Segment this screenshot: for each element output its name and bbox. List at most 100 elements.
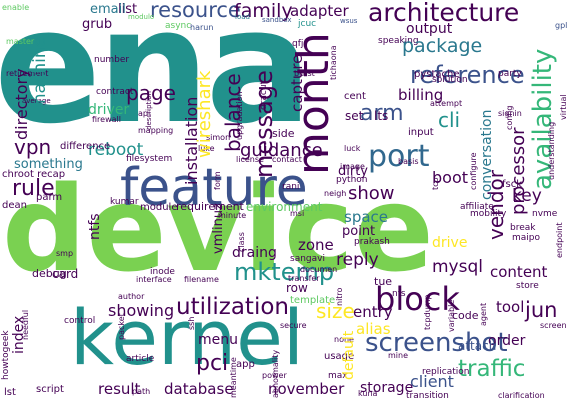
word-article: article (126, 354, 155, 364)
word-contact: contact (272, 155, 302, 164)
word-burst: burst (294, 69, 315, 78)
word-author: author (118, 292, 145, 301)
word-input: input (408, 127, 434, 138)
word-difference: difference (60, 141, 111, 152)
word-none: none (334, 335, 354, 344)
word-billing: billing (398, 86, 444, 104)
word-luck: luck (344, 144, 361, 153)
word-email: email (90, 2, 126, 17)
word-card: card (52, 267, 79, 281)
word-pci: pci (196, 351, 229, 376)
word-documen: documen (300, 265, 338, 274)
word-signin: signin (498, 109, 522, 118)
word-packet: packet (117, 313, 126, 340)
word-load: load (235, 13, 250, 21)
word-meantime: meantime (229, 357, 238, 398)
word-license: license (236, 155, 264, 164)
word-capture: capture (288, 54, 306, 112)
word-driver: driver (88, 102, 130, 118)
word-mine: mine (388, 351, 409, 360)
word-space: space (344, 208, 389, 226)
word-retirement: retirement (6, 69, 49, 78)
word-needful: needful (21, 309, 30, 340)
word-result: result (98, 380, 141, 398)
word-screenshot: screenshot (365, 328, 508, 358)
word-mapping: mapping (138, 126, 174, 135)
word-maipo: maipo (512, 233, 541, 243)
word-ena: ena (0, 0, 312, 159)
word-party: party (498, 69, 522, 79)
word-qfj: qfj (292, 39, 304, 49)
word-architecture: architecture (368, 0, 520, 27)
word-jcuc: jcuc (298, 19, 317, 29)
word-module: module (140, 202, 178, 213)
word-screen: screen (540, 321, 567, 330)
word-contract: contract (96, 87, 134, 97)
word-storage: storage (360, 380, 414, 396)
word-max: max (328, 371, 348, 381)
word-tue: tue (374, 275, 393, 288)
word-fsck: fsck (502, 179, 523, 190)
word-adapter: adapter (290, 2, 349, 20)
word-ssh: ssh (187, 316, 196, 330)
word-default: default (341, 330, 357, 380)
word-secure: secure (280, 321, 307, 330)
word-kuna: kuna (358, 389, 378, 398)
word-vpn: vpn (14, 135, 52, 159)
word-boot: boot (432, 168, 469, 187)
word-firewall: firewall (92, 115, 121, 124)
word-code: code (452, 309, 479, 322)
word-replication: replication (422, 367, 470, 377)
word-understanding: understanding (547, 121, 556, 180)
word-image: image (340, 162, 365, 171)
word-alias: alias (356, 320, 391, 338)
word-kumar: kumar (110, 197, 139, 207)
word-side: side (272, 127, 295, 140)
word-set: set (345, 109, 364, 123)
word-conversation: conversation (479, 109, 495, 200)
word-transition: transition (406, 391, 449, 401)
word-client: client (410, 372, 454, 391)
word-zone: zone (298, 236, 334, 254)
word-inode: inode (150, 267, 175, 277)
word-form: form (213, 171, 222, 190)
word-rule: rule (12, 176, 55, 201)
word-attach: attach (458, 339, 497, 353)
word-tcpdump: tcpdump (423, 294, 432, 330)
word-upgradation: upgradation (235, 91, 244, 140)
word-device: device (2, 160, 434, 298)
word-grub: grub (82, 17, 113, 32)
word-break: break (510, 223, 536, 233)
word-attempt: attempt (430, 99, 463, 108)
word-pystache: pystache (414, 69, 460, 80)
word-show: show (348, 183, 395, 204)
word-howtogeek: howtogeek (1, 330, 11, 380)
word-prakash: prakash (354, 237, 390, 247)
word-chroot-recap: chroot recap (2, 169, 66, 180)
word-usage: usage (324, 351, 355, 362)
word-minute: minute (218, 211, 247, 220)
word-filesystem: filesystem (126, 154, 173, 164)
word-rani: rani (282, 182, 300, 192)
word-dirty: dirty (338, 164, 368, 179)
word-variable: variable (447, 299, 456, 332)
word-dean: dean (2, 200, 27, 211)
word-cent: cent (344, 91, 366, 102)
word-configure: configure (469, 152, 478, 190)
word-cli: cli (438, 108, 461, 132)
word-page: page (126, 81, 176, 105)
word-solution: solution (432, 75, 468, 85)
word-python: python (336, 175, 368, 185)
word-abnormality: abnormality (271, 349, 280, 398)
word-something: something (14, 157, 83, 172)
word-average: average (22, 97, 51, 105)
word-msi: msi (290, 209, 305, 218)
word-virtual: virtual (559, 94, 568, 120)
word-harun: harun (190, 23, 214, 32)
word-reply: reply (336, 250, 379, 270)
word-row: row (286, 281, 308, 295)
word-environment: environment (246, 200, 323, 214)
word-interface: interface (136, 275, 172, 284)
word-database: database (164, 380, 234, 398)
